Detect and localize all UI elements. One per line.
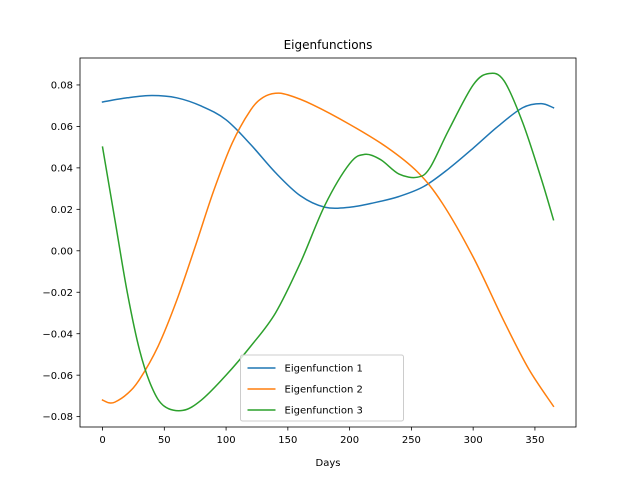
x-tick-label: 350	[525, 435, 544, 446]
y-tick-label: 0.08	[51, 81, 73, 92]
x-tick-label: 250	[402, 435, 421, 446]
y-tick-label: 0.00	[51, 246, 73, 257]
x-tick-label: 100	[217, 435, 236, 446]
plot-area	[101, 72, 555, 412]
y-tick-label: 0.02	[51, 205, 73, 216]
x-tick-label: 300	[464, 435, 483, 446]
chart-title: Eigenfunctions	[284, 38, 373, 52]
y-tick-label: −0.04	[42, 329, 73, 340]
y-tick-label: 0.06	[51, 122, 73, 133]
y-tick-label: −0.06	[42, 371, 73, 382]
series-line-1	[101, 94, 555, 210]
legend-label-3: Eigenfunction 3	[285, 406, 363, 417]
y-tick-label: 0.04	[51, 163, 73, 174]
y-tick-label: −0.02	[42, 288, 73, 299]
x-axis-ticks: 0 50 100 150 200 250 300 350	[99, 427, 544, 446]
x-axis-label: Days	[316, 458, 341, 469]
legend-label-2: Eigenfunction 2	[285, 385, 363, 396]
y-tick-label: −0.08	[42, 412, 73, 423]
y-axis-ticks: −0.08 −0.06 −0.04 −0.02 0.00 0.02 0.04 0.06 0.08	[42, 81, 80, 423]
x-tick-label: 150	[278, 435, 297, 446]
x-tick-label: 0	[99, 435, 105, 446]
series-line-2	[101, 92, 555, 408]
legend-label-1: Eigenfunction 1	[285, 364, 363, 375]
x-tick-label: 200	[340, 435, 359, 446]
legend: Eigenfunction 1 Eigenfunction 2 Eigenfunct…	[240, 354, 404, 422]
axes-frame	[79, 57, 577, 428]
series-line-3	[101, 72, 555, 412]
x-tick-label: 50	[158, 435, 171, 446]
legend-box	[240, 354, 404, 422]
